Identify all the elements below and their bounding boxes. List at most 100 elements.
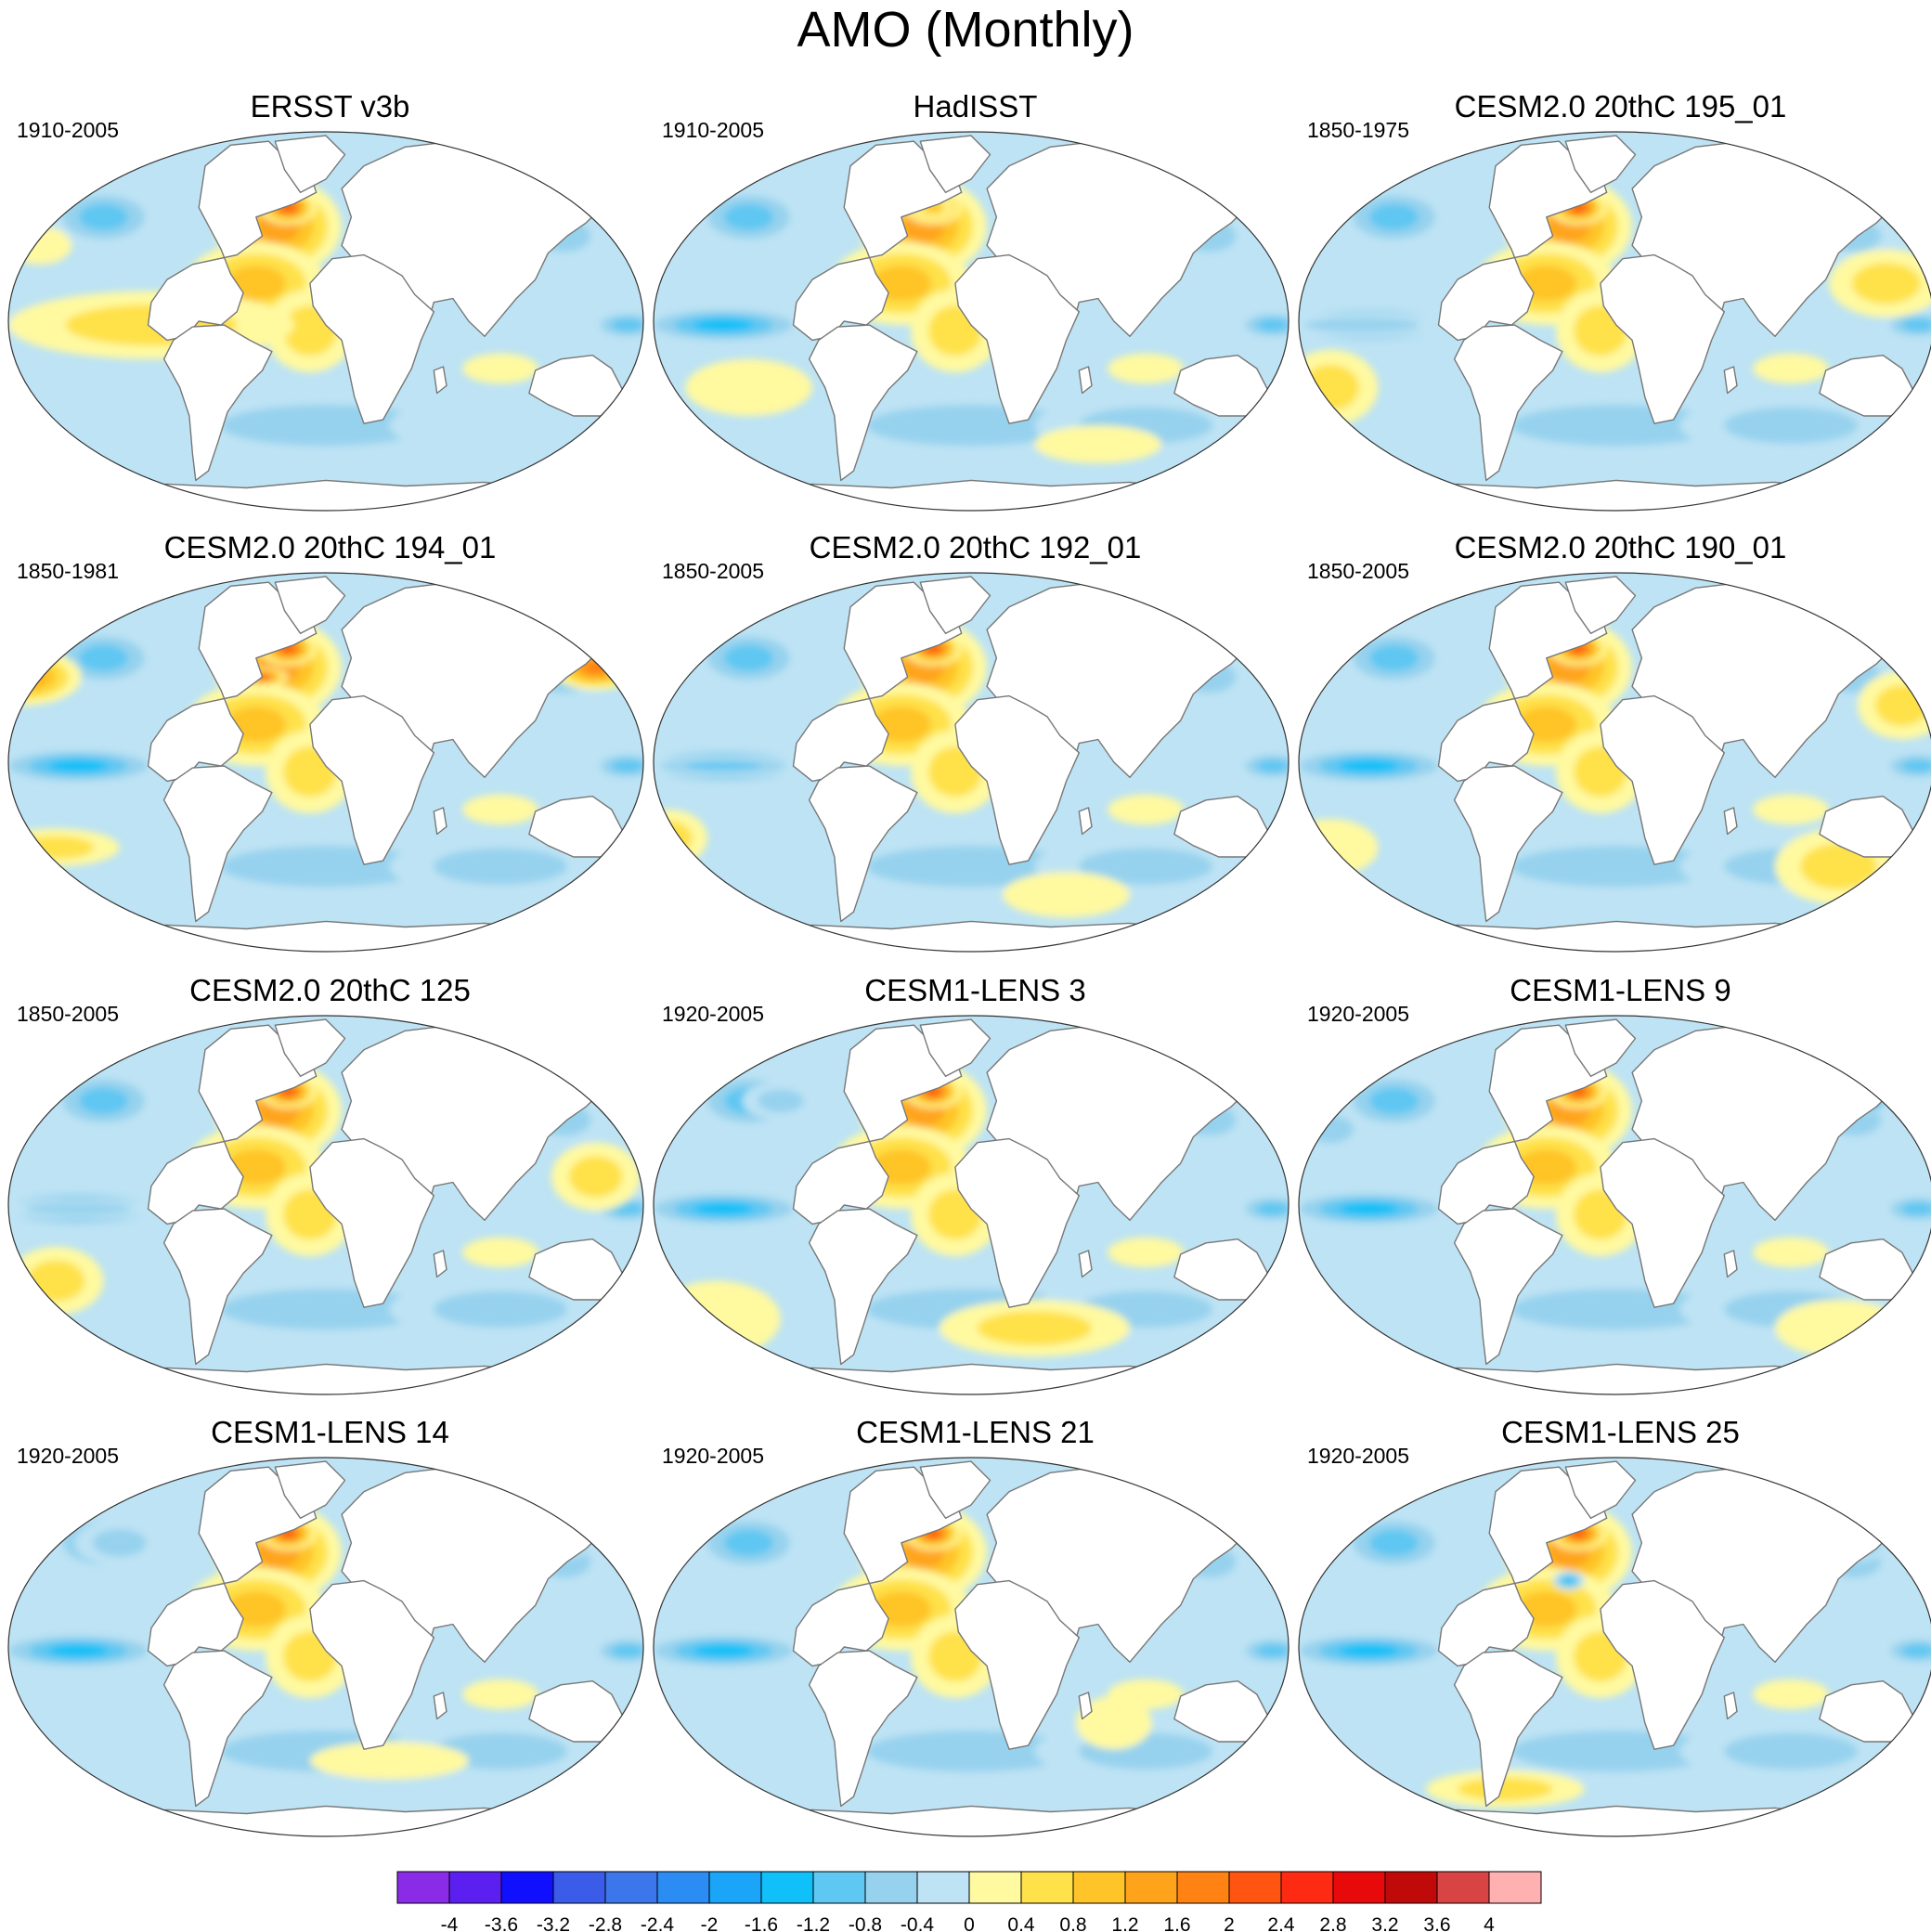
anomaly-contour (1079, 848, 1212, 885)
land-africa (1600, 1137, 1725, 1308)
land-northAmerica (147, 1024, 318, 1225)
anomaly-contour (977, 1311, 1092, 1345)
anomaly-contour (309, 1742, 469, 1780)
world-map (7, 572, 644, 953)
anomaly-contour (1901, 1202, 1931, 1216)
colorbar-label: -4 (441, 1914, 459, 1932)
map-panel: CESM1-LENS 25 1920-2005 (1298, 1414, 1931, 1850)
land-africa (954, 694, 1080, 865)
colorbar-box (1124, 1871, 1178, 1904)
land-southAmerica (162, 1208, 273, 1366)
land-greenland (919, 1018, 991, 1078)
land-madagascar (1723, 1692, 1738, 1720)
world-map (653, 131, 1289, 512)
world-map (1298, 131, 1931, 512)
colorbar-label: 4 (1484, 1914, 1495, 1932)
anomaly-contour (18, 836, 95, 859)
panel-period: 1920-2005 (17, 1444, 119, 1468)
land-northAmerica (792, 140, 963, 342)
panel-title: HadISST (913, 89, 1038, 123)
anomaly-contour (685, 761, 762, 771)
anomaly-contour (569, 1156, 623, 1198)
map-panel: HadISST 1910-2005 (653, 88, 1298, 525)
land-antarctica (732, 479, 1211, 511)
map-border (7, 1015, 644, 1395)
land-greenland (1564, 1018, 1637, 1078)
land-northAmerica (1437, 1466, 1608, 1667)
anomaly-contour (462, 794, 539, 825)
land-africa (954, 253, 1080, 424)
anomaly-contour (724, 1529, 773, 1556)
world-map (1298, 572, 1931, 953)
colorbar-box (1488, 1871, 1542, 1904)
land-southAmerica (162, 324, 273, 482)
anomaly-contour (1003, 872, 1130, 918)
anomaly-contour (693, 318, 754, 331)
colorbar-box (968, 1871, 1022, 1904)
panel-period: 1850-1975 (1307, 118, 1409, 142)
anomaly-contour (693, 1202, 754, 1215)
anomaly-contour (1256, 1202, 1289, 1216)
anomaly-contour (434, 1290, 567, 1328)
map-border (7, 572, 644, 953)
map-panel: CESM2.0 20thC 190_01 1850-2005 (1298, 529, 1931, 966)
anomaly-contour (48, 1644, 109, 1657)
land-greenland (1564, 1460, 1637, 1520)
anomaly-contour (1075, 1696, 1152, 1750)
land-antarctica (1377, 920, 1856, 952)
land-antarctica (1377, 479, 1856, 511)
colorbar-box (916, 1871, 970, 1904)
land-madagascar (1723, 366, 1738, 395)
map-border (7, 131, 644, 512)
land-africa (954, 1137, 1080, 1308)
anomaly-contour (1256, 1644, 1289, 1658)
anomaly-contour (1800, 843, 1877, 889)
colorbar-label: -3.6 (485, 1914, 518, 1932)
land-southAmerica (1453, 1208, 1563, 1366)
anomaly-contour (1369, 1529, 1419, 1556)
land-africa (1600, 253, 1725, 424)
land-africa (1600, 1579, 1725, 1750)
colorbar-box (552, 1871, 606, 1904)
anomaly-contour (48, 759, 109, 772)
colorbar-label: 0 (964, 1914, 975, 1932)
land-madagascar (433, 807, 447, 836)
land-northAmerica (147, 1466, 318, 1667)
panel-period: 1920-2005 (1307, 1002, 1409, 1026)
land-greenland (919, 135, 991, 194)
land-southAmerica (808, 1208, 918, 1366)
anomaly-contour (758, 1089, 804, 1112)
panel-title: CESM2.0 20thC 195_01 (1454, 89, 1787, 123)
map-border (1298, 1015, 1931, 1395)
anomaly-contour (1901, 318, 1931, 332)
anomaly-contour (1901, 1644, 1931, 1658)
land-madagascar (1078, 366, 1093, 395)
anomaly-contour (79, 203, 128, 230)
colorbar-box (1072, 1871, 1126, 1904)
land-antarctica (86, 920, 565, 952)
panel-title: CESM1-LENS 21 (856, 1415, 1095, 1449)
anomaly-contour (685, 358, 812, 416)
world-map (1298, 1015, 1931, 1395)
anomaly-contour (611, 1644, 643, 1658)
map-panel: CESM1-LENS 9 1920-2005 (1298, 972, 1931, 1408)
land-southAmerica (1453, 1650, 1563, 1808)
land-southAmerica (808, 765, 918, 923)
colorbar-box (708, 1871, 762, 1904)
world-map (7, 1015, 644, 1395)
land-greenland (274, 1018, 346, 1078)
anomaly-contour (724, 644, 773, 671)
colorbar-label: -2.8 (589, 1914, 622, 1932)
land-greenland (1564, 135, 1637, 194)
colorbar-label: -2 (701, 1914, 719, 1932)
colorbar-box (1436, 1871, 1490, 1904)
anomaly-contour (1108, 353, 1185, 384)
world-map (653, 1015, 1289, 1395)
panel-title: CESM2.0 20thC 190_01 (1454, 530, 1787, 564)
land-greenland (274, 135, 346, 194)
land-northAmerica (792, 581, 963, 783)
map-border (653, 572, 1289, 953)
anomaly-contour (1753, 794, 1830, 825)
anomaly-contour (1369, 203, 1419, 230)
colorbar-box (864, 1871, 918, 1904)
